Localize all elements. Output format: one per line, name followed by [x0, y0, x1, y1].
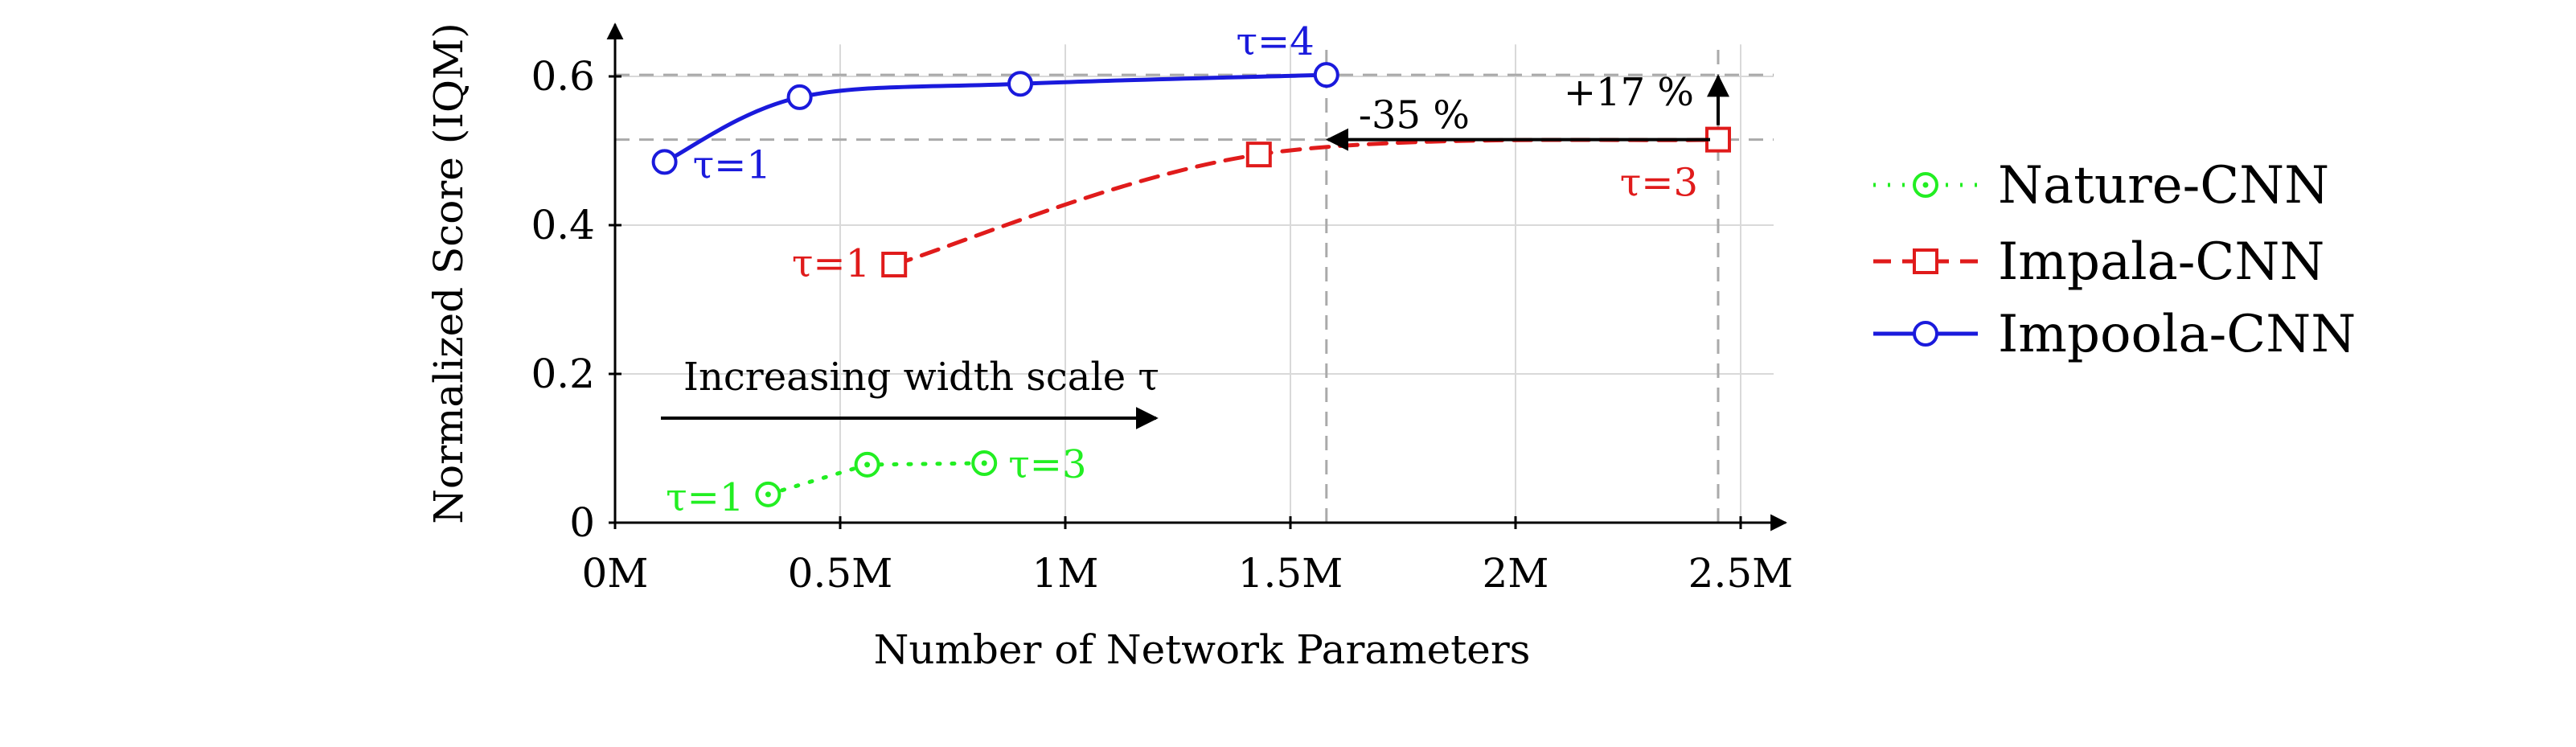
- impoola-cnn-point: [651, 149, 678, 175]
- x-tick-label: 1M: [1032, 550, 1098, 597]
- width-scale-label: Increasing width scale τ: [683, 355, 1159, 400]
- minus-35-label: -35 %: [1359, 93, 1470, 138]
- tau-label: τ=3: [1008, 442, 1086, 487]
- nature-cnn-point-center: [981, 460, 987, 466]
- tau-label: τ=4: [1236, 19, 1314, 64]
- x-tick-label: 0M: [581, 550, 648, 597]
- impala-cnn-point: [1245, 142, 1272, 168]
- legend-marker-impoola-cnn: [1913, 321, 1938, 347]
- reference-lines: [615, 44, 1774, 523]
- legend-label-nature-cnn: Nature-CNN: [1998, 156, 2329, 215]
- y-tick-label: 0.4: [531, 202, 595, 248]
- impoola-cnn-line: [662, 72, 1329, 164]
- impoola-cnn-point: [1313, 62, 1339, 88]
- plus-17-label: +17 %: [1564, 70, 1694, 115]
- tau-label: τ=1: [792, 241, 870, 286]
- tau-label: τ=1: [693, 142, 771, 187]
- x-tick-label: 2.5M: [1688, 550, 1794, 597]
- y-axis-label: Normalized Score (IQM): [425, 23, 472, 524]
- legend-label-impala-cnn: Impala-CNN: [1998, 232, 2324, 292]
- nature-cnn-point-center: [864, 462, 871, 468]
- tau-label: τ=1: [666, 475, 744, 520]
- impala-cnn-point: [881, 252, 908, 278]
- legend: Nature-CNN Impala-CNN Impoola-CNN: [1873, 156, 2356, 364]
- axes: 0M 0.5M 1M 1.5M 2M 2.5M 0 0.2 0.4 0.6 Number of Ne…: [425, 23, 1793, 673]
- y-tick-label: 0: [569, 499, 595, 546]
- series: [651, 62, 1731, 507]
- impoola-cnn-point: [1007, 71, 1033, 97]
- x-tick-label: 2M: [1482, 550, 1548, 597]
- impala-cnn-point: [1705, 126, 1731, 153]
- legend-label-impoola-cnn: Impoola-CNN: [1998, 305, 2356, 364]
- legend-marker-impala-cnn: [1913, 248, 1938, 274]
- x-tick-label: 1.5M: [1238, 550, 1343, 597]
- y-tick-label: 0.2: [531, 351, 595, 397]
- legend-marker-nature-cnn-center: [1922, 182, 1929, 188]
- x-axis-label: Number of Network Parameters: [874, 626, 1531, 673]
- x-tick-label: 0.5M: [788, 550, 893, 597]
- y-tick-label: 0.6: [531, 53, 595, 100]
- nature-cnn-point-center: [765, 491, 771, 498]
- annotations: τ=1 τ=4 τ=1 τ=3 τ=1 τ=3 +17 % -35 % Increasing w…: [661, 19, 1729, 520]
- impala-cnn-line: [892, 137, 1721, 267]
- tau-label: τ=3: [1620, 161, 1698, 206]
- grid: [615, 44, 1774, 523]
- impoola-cnn-point: [786, 84, 813, 110]
